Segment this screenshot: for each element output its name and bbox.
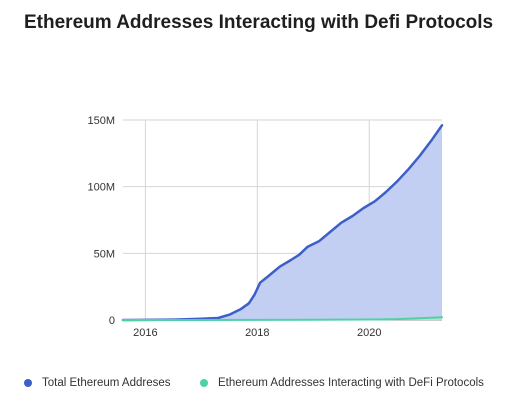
y-tick-label-100M: 100M bbox=[87, 182, 115, 194]
legend-marker-total bbox=[24, 379, 32, 387]
legend-item-defi[interactable]: Ethereum Addresses Interacting with DeFi… bbox=[200, 377, 484, 389]
legend-item-total[interactable]: Total Ethereum Addreses bbox=[24, 377, 171, 389]
chart-title: Ethereum Addresses Interacting with Defi… bbox=[24, 12, 494, 33]
series-area-0 bbox=[123, 125, 442, 320]
legend-label-defi: Ethereum Addresses Interacting with DeFi… bbox=[218, 377, 484, 389]
x-tick-label-2016: 2016 bbox=[133, 327, 157, 339]
x-tick-label-2020: 2020 bbox=[357, 327, 381, 339]
legend-label-total: Total Ethereum Addreses bbox=[42, 377, 171, 389]
series-line-0 bbox=[121, 124, 444, 322]
legend-marker-defi bbox=[200, 379, 208, 387]
y-tick-label-150M: 150M bbox=[87, 115, 115, 127]
y-tick-label-0: 0 bbox=[109, 315, 115, 327]
x-tick-label-2018: 2018 bbox=[245, 327, 269, 339]
series-line-1 bbox=[122, 316, 443, 321]
y-tick-label-50M: 50M bbox=[94, 248, 115, 260]
series-area-1 bbox=[123, 317, 442, 320]
chart-legend: Total Ethereum Addreses Ethereum Address… bbox=[0, 377, 520, 397]
